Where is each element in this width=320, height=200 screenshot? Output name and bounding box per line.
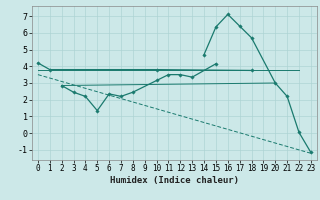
X-axis label: Humidex (Indice chaleur): Humidex (Indice chaleur) <box>110 176 239 185</box>
